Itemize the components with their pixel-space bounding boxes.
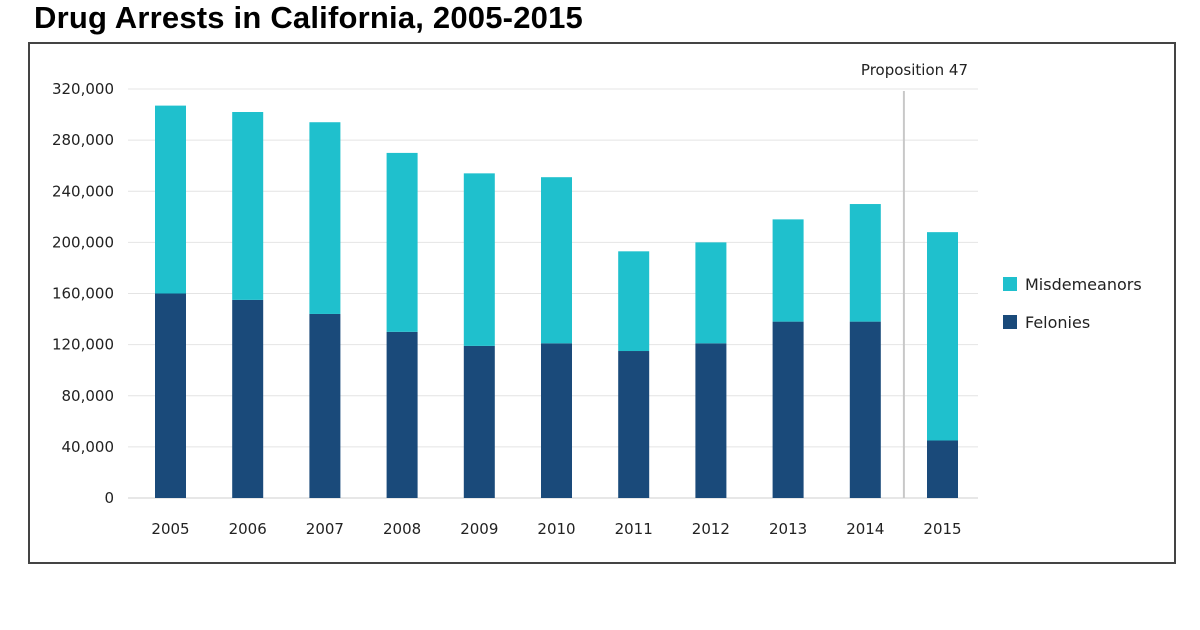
y-tick-label: 200,000 (52, 233, 114, 251)
y-tick-label: 320,000 (52, 80, 114, 98)
bar-misdemeanors-2014 (849, 204, 881, 322)
y-tick-label: 280,000 (52, 131, 114, 149)
bar-felonies-2014 (849, 321, 881, 498)
bar-misdemeanors-2009 (463, 173, 495, 346)
x-tick-label: 2008 (383, 520, 421, 538)
bar-misdemeanors-2005 (155, 105, 186, 294)
x-tick-label: 2005 (151, 520, 189, 538)
legend-label-misdemeanors: Misdemeanors (1025, 275, 1142, 294)
bar-misdemeanors-2015 (927, 232, 958, 441)
annotation-label: Proposition 47 (861, 61, 968, 79)
x-tick-label: 2014 (846, 520, 884, 538)
y-tick-label: 40,000 (62, 438, 115, 456)
chart-title: Drug Arrests in California, 2005-2015 (34, 0, 583, 35)
x-tick-label: 2006 (229, 520, 267, 538)
x-tick-label: 2007 (306, 520, 344, 538)
bar-misdemeanors-2008 (386, 152, 418, 332)
y-tick-label: 0 (104, 489, 114, 507)
bar-felonies-2015 (927, 440, 958, 498)
bar-felonies-2010 (541, 343, 572, 498)
y-tick-label: 120,000 (52, 336, 114, 354)
y-tick-label: 240,000 (52, 182, 114, 200)
bar-misdemeanors-2011 (618, 251, 650, 352)
legend-swatch-misdemeanors (1003, 277, 1017, 291)
x-tick-label: 2012 (692, 520, 730, 538)
bar-felonies-2013 (772, 321, 804, 498)
bar-felonies-2009 (463, 345, 495, 498)
x-tick-label: 2011 (615, 520, 653, 538)
x-tick-label: 2009 (460, 520, 498, 538)
bar-misdemeanors-2007 (309, 122, 341, 314)
bar-felonies-2006 (232, 299, 264, 498)
bar-misdemeanors-2012 (695, 242, 727, 344)
bar-misdemeanors-2006 (232, 112, 264, 300)
bar-felonies-2007 (309, 313, 341, 498)
bar-felonies-2011 (618, 351, 650, 498)
y-tick-label: 80,000 (62, 387, 115, 405)
legend-label-felonies: Felonies (1025, 313, 1090, 332)
x-tick-label: 2010 (537, 520, 575, 538)
x-tick-label: 2015 (923, 520, 961, 538)
bar-felonies-2008 (386, 331, 418, 498)
legend-swatch-felonies (1003, 315, 1017, 329)
chart-frame (28, 42, 1176, 564)
bar-misdemeanors-2013 (772, 219, 804, 322)
y-tick-label: 160,000 (52, 285, 114, 303)
bar-felonies-2012 (695, 343, 727, 498)
bar-misdemeanors-2010 (541, 177, 572, 344)
bar-felonies-2005 (155, 293, 186, 498)
x-tick-label: 2013 (769, 520, 807, 538)
